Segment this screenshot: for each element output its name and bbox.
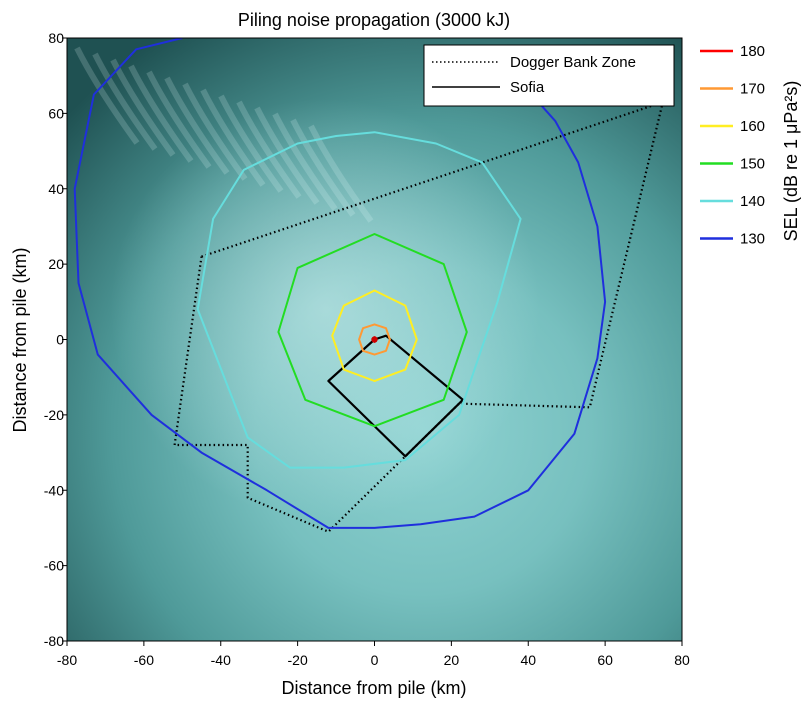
y-tick-label: -20 [44, 407, 64, 423]
x-tick-label: 20 [444, 652, 460, 668]
colorbar-legend: 180 170 160 150 140 130 [700, 43, 765, 248]
colorbar-label: SEL (dB re 1 μPa²s) [781, 81, 801, 242]
x-axis-label: Distance from pile (km) [281, 678, 466, 698]
y-tick-label: -80 [44, 633, 64, 649]
map-streak [164, 76, 230, 175]
legend-label-dogger-bank-zone: Dogger Bank Zone [510, 54, 636, 71]
series-line-130 [73, 38, 607, 529]
pile-marker [371, 336, 378, 343]
legend-box [423, 44, 675, 107]
colorbar-level-130: 130 [740, 231, 765, 248]
y-tick-label: 0 [56, 332, 64, 348]
legend: Dogger Bank Zone Sofia [423, 44, 675, 107]
x-tick-label: 0 [371, 652, 379, 668]
colorbar-level-140: 140 [740, 193, 765, 210]
x-tick-label: 80 [674, 652, 690, 668]
y-axis-label: Distance from pile (km) [10, 247, 30, 432]
series-line-170 [358, 323, 391, 356]
x-tick-label: 60 [597, 652, 613, 668]
map-streak [128, 64, 194, 163]
chart-title: Piling noise propagation (3000 kJ) [238, 10, 510, 30]
y-tick-label: 60 [48, 105, 64, 121]
plot-area [67, 38, 682, 641]
series-layer [73, 38, 664, 533]
series-line-150 [277, 233, 468, 428]
map-streak [236, 100, 302, 199]
map-streak [272, 112, 338, 211]
y-tick-label: 20 [48, 256, 64, 272]
colorbar-level-180: 180 [740, 43, 765, 60]
x-tick-label: 40 [520, 652, 536, 668]
map-streak [74, 46, 140, 145]
x-axis-ticks: -80 -60 -40 -20 0 20 40 60 80 [57, 641, 690, 668]
series-line-160 [331, 289, 418, 382]
y-tick-label: 40 [48, 181, 64, 197]
y-tick-label: -60 [44, 558, 64, 574]
colorbar-level-150: 150 [740, 156, 765, 173]
colorbar-level-160: 160 [740, 118, 765, 135]
y-tick-label: 80 [48, 30, 64, 46]
series-line-sofia [327, 334, 464, 458]
map-streak [146, 70, 212, 169]
series-line-140 [196, 131, 522, 469]
legend-label-sofia: Sofia [510, 79, 545, 96]
map-streak [92, 52, 158, 151]
x-tick-label: -60 [134, 652, 154, 668]
map-streak [218, 94, 284, 193]
map-streak [290, 118, 356, 217]
y-axis-ticks: -80 -60 -40 -20 0 20 40 60 80 [44, 30, 67, 649]
colorbar-level-170: 170 [740, 81, 765, 98]
x-tick-label: -40 [211, 652, 231, 668]
map-streak [308, 124, 374, 223]
map-streak [182, 82, 248, 181]
y-tick-label: -40 [44, 482, 64, 498]
x-tick-label: -80 [57, 652, 77, 668]
map-streak [200, 88, 266, 187]
x-tick-label: -20 [288, 652, 308, 668]
